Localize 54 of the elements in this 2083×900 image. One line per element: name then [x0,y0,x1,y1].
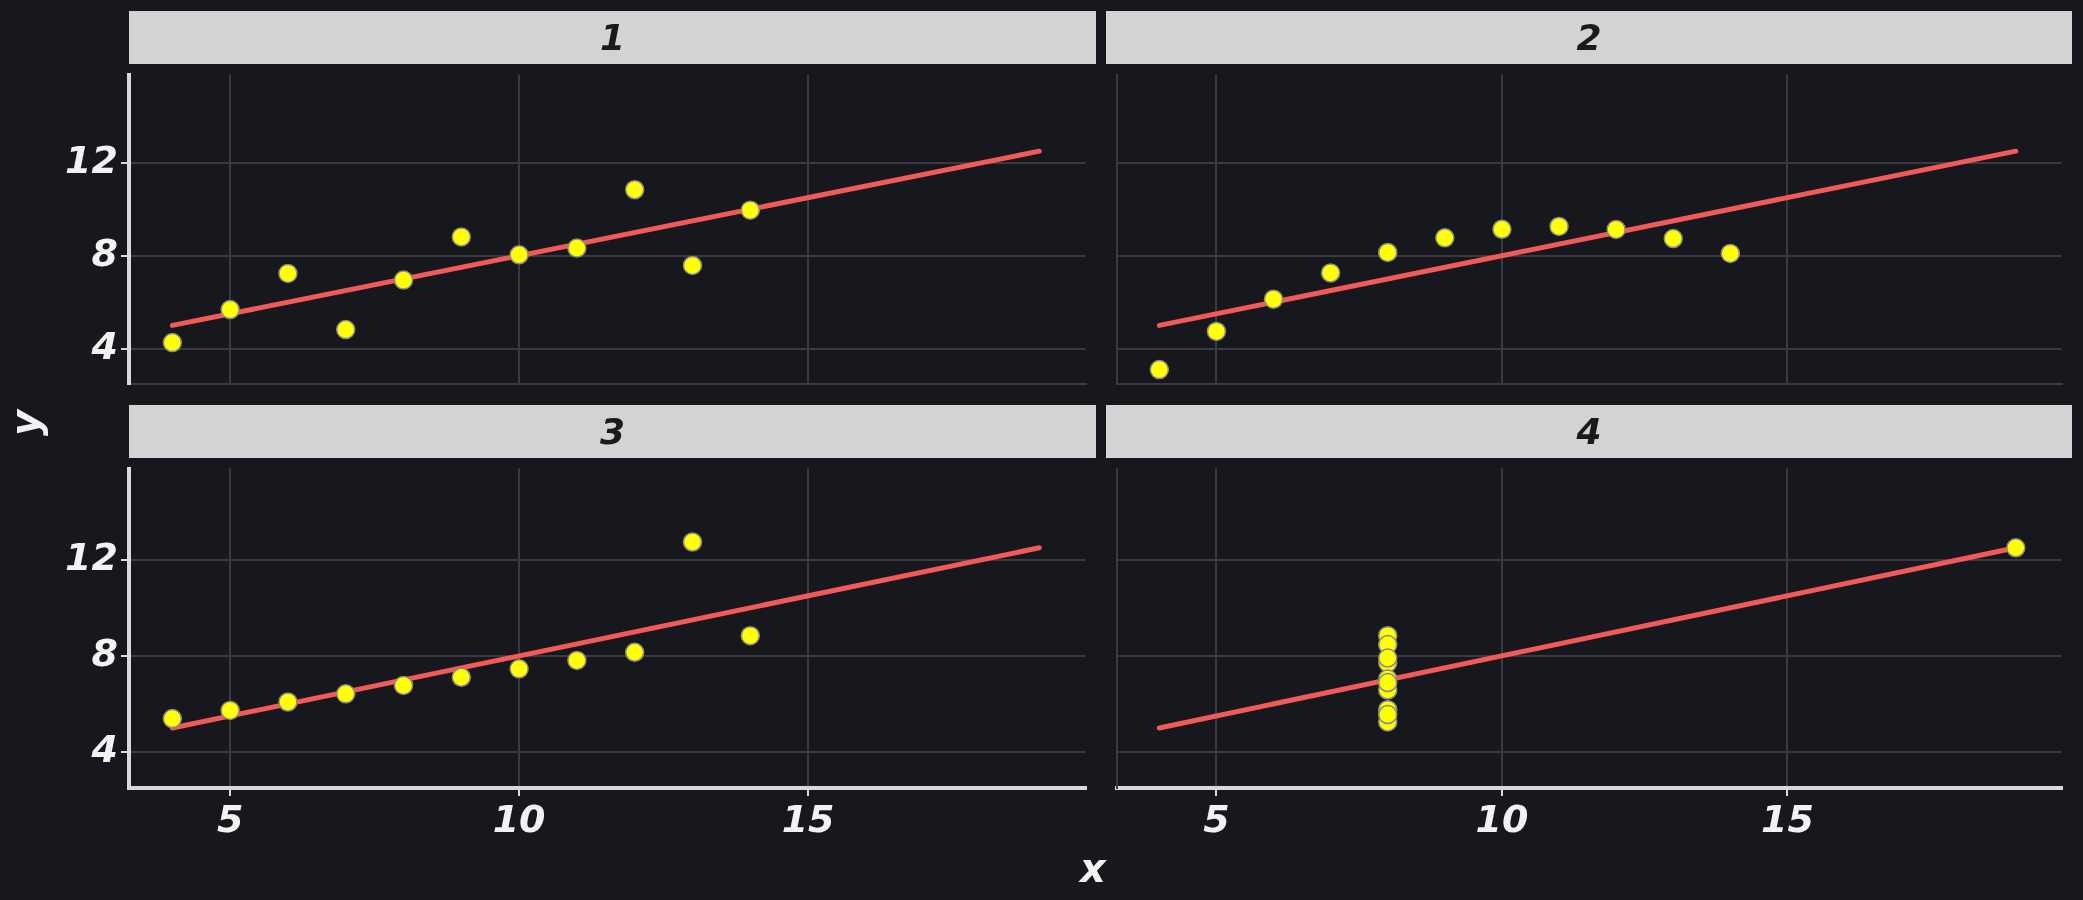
point [1206,321,1227,342]
point [451,227,472,247]
point [682,255,703,276]
x-tick-label: 15 [1760,796,1814,841]
point [1549,216,1569,237]
point [220,700,240,721]
point [451,667,472,688]
x-tick-label: 10 [492,796,546,841]
point [220,299,240,320]
point [1149,359,1170,380]
point [393,675,414,696]
point [162,708,183,729]
point [567,650,587,671]
point [1263,289,1284,309]
point [1377,242,1398,263]
point [1377,704,1398,725]
x-axis-title: x [1080,845,1106,891]
chart-title: 3 [129,405,1096,458]
point [2006,538,2026,558]
point [1435,228,1455,248]
y-axis-title: y [2,409,49,437]
point [740,625,761,646]
point [335,319,356,340]
y-tick-label: 12 [65,534,118,579]
point [1377,648,1398,668]
point [393,270,414,290]
point [278,692,298,712]
point [1320,263,1341,283]
x-tick-label: 5 [1203,796,1230,841]
point [1606,219,1626,240]
y-tick-label: 4 [90,323,118,368]
y-tick-label: 8 [91,230,118,275]
y-tick-label: 8 [91,630,118,675]
point [509,245,529,265]
point [567,238,587,258]
point [624,179,645,200]
point [278,263,298,284]
point [1663,228,1683,249]
chart-title: 4 [1106,405,2072,458]
x-tick-label: 5 [216,796,244,841]
point [335,684,356,704]
chart-title: 2 [1106,11,2072,64]
y-tick-label: 4 [90,726,118,771]
point [624,642,645,663]
point [509,659,529,679]
x-tick-label: 15 [781,796,835,841]
point [682,532,703,552]
point [1492,219,1512,239]
y-tick-label: 12 [65,137,118,182]
x-tick-label: 10 [1475,796,1529,841]
point [1720,243,1741,264]
point [740,200,761,220]
chart-title: 1 [129,11,1096,64]
point [162,332,183,353]
